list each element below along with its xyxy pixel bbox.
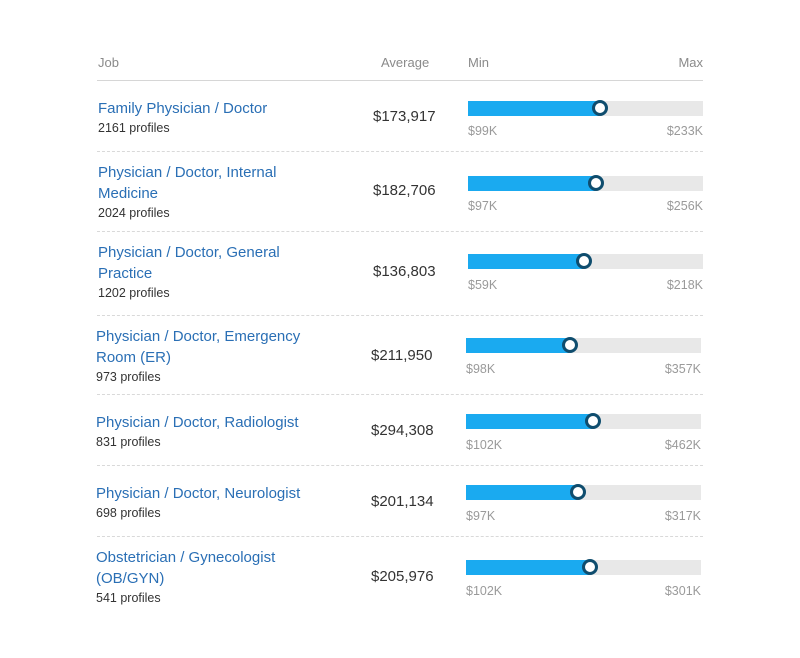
average-salary: $182,706 xyxy=(373,182,436,199)
average-marker-icon xyxy=(575,253,592,269)
average-salary: $205,976 xyxy=(371,568,434,585)
salary-range-bar xyxy=(468,175,703,191)
profile-count: 541 profiles xyxy=(96,591,161,605)
salary-range-bar xyxy=(468,100,703,116)
average-salary: $201,134 xyxy=(371,493,434,510)
min-salary: $97K xyxy=(466,509,496,523)
average-marker-icon xyxy=(592,100,609,116)
header-average: Average xyxy=(381,55,430,70)
salary-table: Job Average Min Max Family Physician / D… xyxy=(96,44,703,617)
header-min: Min xyxy=(468,55,489,70)
max-salary: $357K xyxy=(664,362,701,376)
job-cell: Physician / Doctor, Internal Medicine 20… xyxy=(98,162,328,222)
min-salary: $102K xyxy=(466,438,503,452)
min-salary: $98K xyxy=(466,362,496,376)
table-header: Job Average Min Max xyxy=(97,44,703,81)
profile-count: 1202 profiles xyxy=(98,286,170,300)
profile-count: 973 profiles xyxy=(96,370,161,384)
average-salary: $136,803 xyxy=(373,263,436,280)
job-cell: Physician / Doctor, Emergency Room (ER) … xyxy=(96,326,326,386)
salary-range-fill xyxy=(466,560,589,575)
table-row: Physician / Doctor, Radiologist 831 prof… xyxy=(96,395,703,466)
job-title-link[interactable]: Obstetrician / Gynecologist (OB/GYN) xyxy=(96,549,276,587)
job-cell: Physician / Doctor, Neurologist 698 prof… xyxy=(96,483,326,522)
average-marker-icon xyxy=(584,413,601,429)
salary-range-fill xyxy=(466,414,592,429)
min-salary: $97K xyxy=(468,199,498,213)
profile-count: 831 profiles xyxy=(96,435,161,449)
max-salary: $462K xyxy=(664,438,701,452)
profile-count: 2024 profiles xyxy=(98,206,170,220)
job-title-link[interactable]: Physician / Doctor, Radiologist xyxy=(96,414,299,431)
table-row: Physician / Doctor, General Practice 120… xyxy=(97,232,703,316)
header-max: Max xyxy=(678,55,703,70)
average-salary: $294,308 xyxy=(371,422,434,439)
salary-range-bar xyxy=(466,337,701,353)
job-title-link[interactable]: Physician / Doctor, General Practice xyxy=(98,244,280,282)
job-cell: Family Physician / Doctor 2161 profiles xyxy=(98,98,328,137)
max-salary: $233K xyxy=(666,124,703,138)
max-salary: $218K xyxy=(666,278,703,292)
table-row: Physician / Doctor, Neurologist 698 prof… xyxy=(96,466,703,537)
job-cell: Obstetrician / Gynecologist (OB/GYN) 541… xyxy=(96,547,326,607)
average-marker-icon xyxy=(570,484,587,500)
salary-range-fill xyxy=(468,101,600,116)
table-row: Obstetrician / Gynecologist (OB/GYN) 541… xyxy=(96,537,703,617)
min-salary: $59K xyxy=(468,278,498,292)
salary-range-fill xyxy=(466,485,578,500)
max-salary: $301K xyxy=(664,584,701,598)
job-title-link[interactable]: Physician / Doctor, Neurologist xyxy=(96,485,301,502)
salary-range-bar xyxy=(466,559,701,575)
header-job: Job xyxy=(98,55,119,70)
job-title-link[interactable]: Physician / Doctor, Internal Medicine xyxy=(98,164,277,202)
table-row: Physician / Doctor, Internal Medicine 20… xyxy=(97,152,703,232)
average-salary: $173,917 xyxy=(373,108,436,125)
table-row: Family Physician / Doctor 2161 profiles … xyxy=(97,81,703,152)
average-marker-icon xyxy=(587,175,604,191)
salary-range-fill xyxy=(468,176,595,191)
min-salary: $99K xyxy=(468,124,498,138)
salary-range-bar xyxy=(466,484,701,500)
profile-count: 698 profiles xyxy=(96,506,161,520)
job-cell: Physician / Doctor, General Practice 120… xyxy=(98,242,328,302)
min-salary: $102K xyxy=(466,584,503,598)
average-marker-icon xyxy=(562,337,579,353)
max-salary: $317K xyxy=(664,509,701,523)
job-cell: Physician / Doctor, Radiologist 831 prof… xyxy=(96,412,326,451)
salary-range-fill xyxy=(468,254,583,269)
max-salary: $256K xyxy=(666,199,703,213)
average-salary: $211,950 xyxy=(371,347,433,364)
job-title-link[interactable]: Family Physician / Doctor xyxy=(98,100,268,117)
job-title-link[interactable]: Physician / Doctor, Emergency Room (ER) xyxy=(96,328,301,366)
table-row: Physician / Doctor, Emergency Room (ER) … xyxy=(96,316,703,395)
average-marker-icon xyxy=(581,559,598,575)
salary-range-bar xyxy=(468,253,703,269)
salary-range-bar xyxy=(466,413,701,429)
salary-range-fill xyxy=(466,338,570,353)
profile-count: 2161 profiles xyxy=(98,121,170,135)
